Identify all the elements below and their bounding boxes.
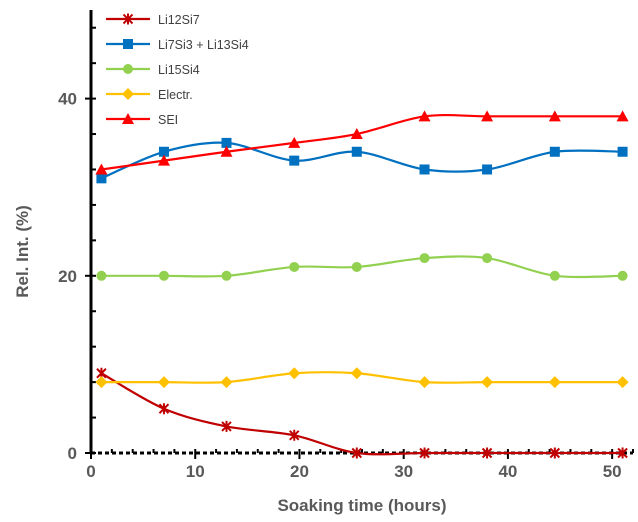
data-point xyxy=(220,145,233,157)
series-line-0 xyxy=(100,372,623,456)
data-point xyxy=(419,447,430,459)
data-point xyxy=(481,447,493,459)
data-point xyxy=(351,447,362,459)
legend-label: Li12Si7 xyxy=(158,13,200,27)
y-tick-label: 40 xyxy=(58,90,77,109)
data-point xyxy=(158,270,169,281)
x-axis-title: Soaking time (hours) xyxy=(277,496,446,515)
data-point xyxy=(617,270,628,281)
x-tick-label: 50 xyxy=(603,462,622,481)
data-point xyxy=(419,164,430,175)
y-tick-label: 0 xyxy=(68,444,77,463)
series-line-2 xyxy=(101,255,623,279)
legend-marker xyxy=(122,113,134,124)
data-point xyxy=(482,253,493,264)
data-point xyxy=(549,146,560,157)
data-point xyxy=(419,253,430,264)
legend-marker xyxy=(123,39,133,49)
data-point xyxy=(549,447,561,459)
legend-marker xyxy=(122,13,134,25)
data-point xyxy=(351,261,362,272)
data-point xyxy=(481,110,494,122)
data-point xyxy=(289,155,300,166)
x-tick-label: 10 xyxy=(186,462,205,481)
data-point xyxy=(350,367,363,380)
data-point xyxy=(221,420,232,432)
data-point xyxy=(617,447,628,459)
data-point xyxy=(616,110,629,122)
legend-label: SEI xyxy=(158,113,178,127)
x-tick-label: 30 xyxy=(394,462,413,481)
data-point xyxy=(418,376,431,389)
data-point xyxy=(481,376,494,389)
data-point xyxy=(220,376,233,389)
data-point xyxy=(351,146,362,157)
data-point xyxy=(96,173,107,184)
data-point xyxy=(549,270,560,281)
x-tick-label: 40 xyxy=(498,462,517,481)
series-line-4 xyxy=(101,113,623,171)
data-point xyxy=(289,261,300,272)
x-tick-label: 20 xyxy=(290,462,309,481)
legend-label: Li15Si4 xyxy=(158,63,200,77)
data-point xyxy=(158,146,169,157)
data-point xyxy=(548,110,561,122)
data-point xyxy=(157,154,170,166)
legend-label: Li7Si3 + Li13Si4 xyxy=(158,38,249,52)
data-point xyxy=(289,429,300,441)
data-point xyxy=(617,146,628,157)
data-point xyxy=(418,110,431,122)
legend-label: Electr. xyxy=(158,88,193,102)
data-point xyxy=(158,403,170,415)
data-point xyxy=(157,376,170,389)
x-tick-label: 0 xyxy=(86,462,95,481)
data-point xyxy=(288,367,301,380)
data-point xyxy=(616,376,629,389)
legend-marker xyxy=(123,64,133,74)
data-point xyxy=(96,270,107,281)
series-line-1 xyxy=(100,141,623,180)
data-point xyxy=(221,137,232,148)
legend-marker xyxy=(122,88,134,100)
data-point xyxy=(95,376,108,389)
data-point xyxy=(221,270,232,281)
data-point xyxy=(482,164,493,175)
y-axis-title: Rel. Int. (%) xyxy=(13,205,32,298)
data-point xyxy=(548,376,561,389)
y-tick-label: 20 xyxy=(58,267,77,286)
data-point xyxy=(288,136,301,148)
data-point xyxy=(95,163,108,175)
data-point xyxy=(350,128,363,140)
